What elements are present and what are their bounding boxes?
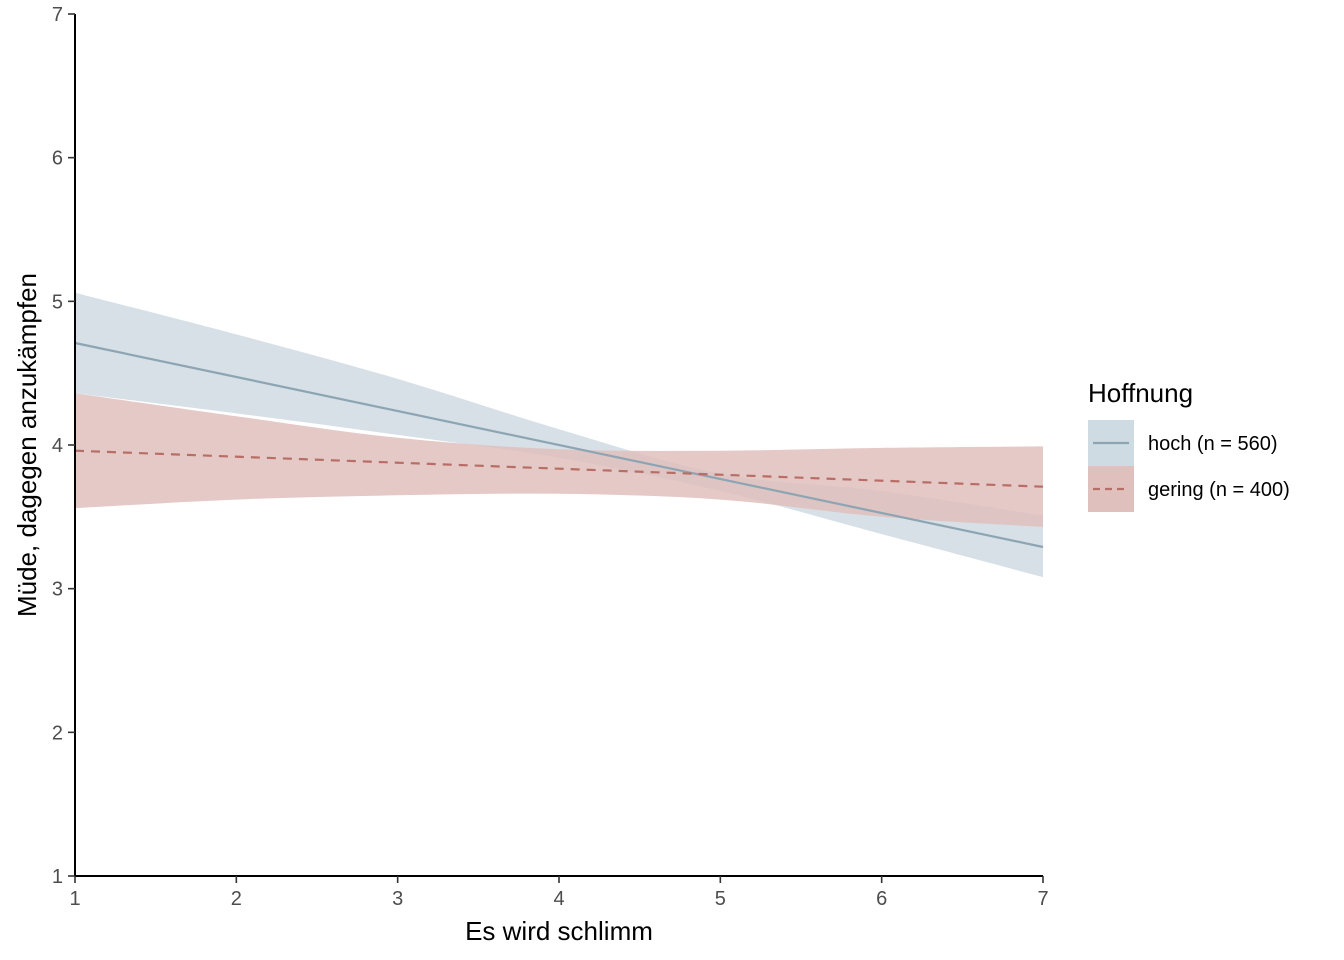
legend: Hoffnung hoch (n = 560) gering (n = 400) bbox=[1088, 378, 1290, 512]
y-tick-label: 7 bbox=[52, 4, 63, 26]
x-tick-label: 4 bbox=[553, 888, 564, 910]
y-tick-label: 6 bbox=[52, 148, 63, 170]
y-axis-title: Müde, dagegen anzukämpfen bbox=[12, 273, 42, 617]
y-tick-label: 5 bbox=[52, 291, 63, 313]
x-tick-label: 6 bbox=[876, 888, 887, 910]
series-lines bbox=[74, 341, 1044, 549]
y-tick-label: 3 bbox=[52, 579, 63, 601]
y-tick-label: 1 bbox=[52, 866, 63, 888]
legend-label-2: gering (n = 400) bbox=[1148, 479, 1290, 501]
x-tick-label: 2 bbox=[231, 888, 242, 910]
y-tick-label: 2 bbox=[52, 722, 63, 744]
x-tick-label: 3 bbox=[392, 888, 403, 910]
x-tick-label: 7 bbox=[1037, 888, 1048, 910]
series-line-2 bbox=[74, 449, 1044, 488]
y-tick-label: 4 bbox=[52, 435, 63, 457]
confidence-bands bbox=[75, 292, 1043, 578]
x-axis-title: Es wird schlimm bbox=[465, 916, 653, 946]
series-line-1 bbox=[74, 341, 1044, 549]
x-tick-label: 5 bbox=[715, 888, 726, 910]
legend-label-1: hoch (n = 560) bbox=[1148, 433, 1278, 455]
x-tick-label: 1 bbox=[69, 888, 80, 910]
axes: 1 2 3 4 5 6 7 1 2 3 4 5 6 7 bbox=[52, 4, 1049, 910]
confidence-band-2 bbox=[75, 393, 1043, 527]
legend-title: Hoffnung bbox=[1088, 378, 1193, 408]
